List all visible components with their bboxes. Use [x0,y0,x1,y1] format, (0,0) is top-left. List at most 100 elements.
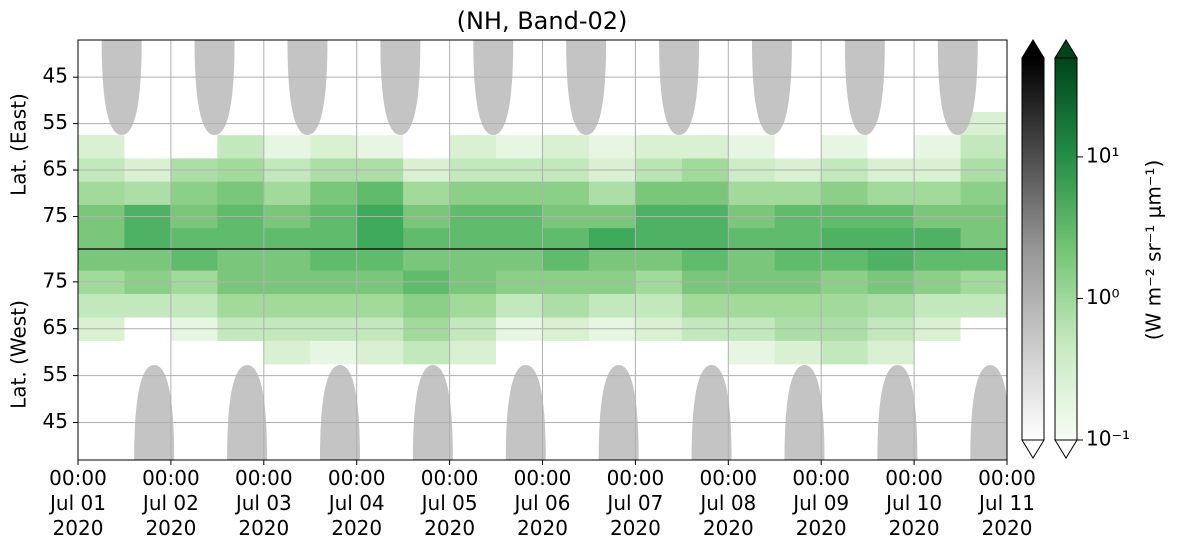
colorbar-label: (W m⁻² sr⁻¹ μm⁻¹) [1142,160,1166,341]
heatmap-cell [728,181,776,206]
heatmap-cell [217,340,265,365]
heatmap-cell [681,249,729,271]
night-mask [380,40,421,135]
y-tick-label: 55 [43,110,68,134]
y-tick-label: 65 [43,315,68,339]
y-tick-label: 45 [43,409,68,433]
heatmap-cell [728,387,776,412]
heatmap-cell [681,340,729,365]
heatmap-cell [449,293,497,318]
x-tick-label: 00:00 Jul 08 2020 [699,466,758,540]
heatmap-cell [867,293,915,318]
colorbar-extend-max [1021,39,1045,59]
x-tick-label: 00:00 Jul 05 2020 [420,466,479,540]
heatmap-cell [960,340,1007,365]
heatmap-cell [728,228,776,249]
chart-title: (NH, Band-02) [457,7,628,35]
heatmap-cell [170,387,218,412]
night-mask [101,40,142,135]
colorbar-tick-label: 10⁻¹ [1086,427,1130,451]
heatmap-cell [170,135,218,159]
x-tick-label: 00:00 Jul 11 2020 [978,466,1036,540]
night-mask [598,365,639,460]
heatmap-cell [867,181,915,206]
heatmap-cell [356,434,404,459]
heatmap-cell [960,135,1007,159]
heatmap-cell [960,228,1007,249]
night-mask [566,40,607,135]
heatmap-cell [403,249,451,271]
night-mask [784,365,825,460]
heatmap-cell [170,249,218,271]
colorbar-extend-min [1021,439,1045,459]
heatmap-cell [635,340,683,365]
night-mask [659,40,700,135]
y-tick-label: 75 [43,268,68,292]
heatmap-cell [774,249,822,271]
heatmap-cell [542,228,590,249]
y-tick-label: 75 [43,203,68,227]
heatmap-cell [681,293,729,318]
night-mask [844,40,885,135]
heatmap-cell [310,293,358,318]
colorbar [1021,57,1045,441]
heatmap-cell [263,293,311,318]
heatmap-cell [635,249,683,271]
x-tick-label: 00:00 Jul 06 2020 [513,466,572,540]
heatmap-cell [170,293,218,318]
night-mask [505,365,546,460]
heatmap-cell [542,293,590,318]
night-mask [937,40,978,135]
heatmap-cell [681,135,729,159]
heatmap-cell [821,340,869,365]
heatmap-cell [263,340,311,365]
heatmap-cell [914,249,962,271]
heatmap-cell [728,135,776,159]
heatmap-cell [217,293,265,318]
heatmap-cell [449,387,497,412]
heatmap-cell [914,181,962,206]
heatmap-cell [356,181,404,206]
heatmap-cell [588,135,636,159]
heatmap-cell [217,181,265,206]
x-tick-label: 00:00 Jul 09 2020 [792,466,850,540]
heatmap-cell [496,293,543,318]
heatmap-cell [635,387,683,412]
heatmap-cell [867,228,915,249]
heatmap-cell [403,293,451,318]
heatmap-cell [217,249,265,271]
heatmap-cell [403,181,451,206]
heatmap-cell [914,340,962,365]
heatmap-panel [78,249,1007,460]
heatmap-cell [78,228,125,249]
heatmap-cell [867,135,915,159]
x-tick-label: 00:00 Jul 04 2020 [327,466,386,540]
heatmap-cell [263,387,311,412]
heatmap-cell [542,387,590,412]
colorbar-extend-min [1054,439,1078,459]
heatmap-cell [310,135,358,159]
heatmap-cell [356,228,404,249]
heatmap-cell [263,228,311,249]
colorbar [1054,57,1078,441]
heatmap-cell [496,249,543,271]
heatmap-cell [728,434,776,459]
heatmap-cell [635,293,683,318]
heatmap-cell [78,249,125,271]
heatmap-cell [124,181,172,206]
x-tick-label: 00:00 Jul 07 2020 [606,466,665,540]
night-mask [287,40,328,135]
heatmap-cell [635,181,683,206]
heatmap-cell [170,181,218,206]
heatmap-cell [821,434,869,459]
heatmap-cell [78,181,125,206]
night-mask [134,365,175,460]
heatmap-cell [774,181,822,206]
heatmap-cell [960,181,1007,206]
heatmap-cell [449,228,497,249]
heatmap-cell [356,249,404,271]
heatmap-cell [78,293,125,318]
heatmap-cell [170,340,218,365]
heatmap-cell [78,387,125,412]
